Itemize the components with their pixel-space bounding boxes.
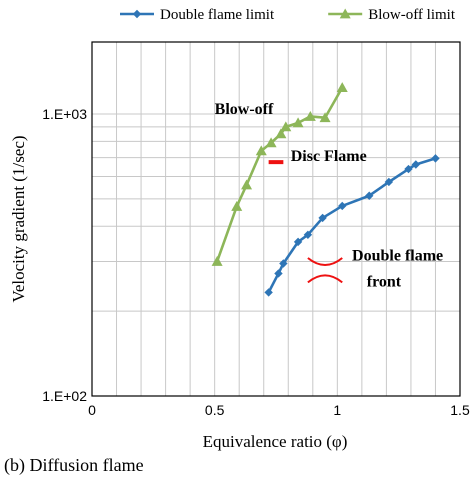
legend-label-double-flame-limit: Double flame limit (160, 7, 275, 23)
double-flame-limit-point (365, 191, 374, 200)
blow-off-limit-point (241, 179, 253, 190)
double-flame-limit-point (264, 288, 273, 297)
annotation-blow-off: Blow-off (215, 101, 274, 118)
blow-off-limit-point (211, 255, 223, 266)
double-flame-limit-point (384, 177, 394, 187)
axis-ticks: 0 0.5 1 1.5 1.E+02 1.E+03 (42, 106, 470, 418)
blow-off-limit-point (280, 121, 292, 132)
grid (92, 42, 460, 396)
x-tick-label: 0.5 (205, 402, 225, 418)
series-layer (211, 82, 440, 297)
annotation-marks (268, 160, 343, 284)
double-flame-lower-curve (307, 274, 343, 284)
blow-off-limit-point (265, 137, 277, 148)
double-flame-limit-point (338, 201, 347, 211)
legend: Double flame limit Blow-off limit (120, 7, 456, 23)
double-flame-limit-point (274, 269, 283, 278)
double-flame-limit-point (318, 213, 327, 223)
annotation-disc-flame: Disc Flame (291, 148, 367, 165)
annotation-double-flame: Double flame (352, 248, 443, 265)
blow-off-limit-point (255, 145, 267, 156)
plot-area-border (91, 41, 461, 397)
blow-off-limit-point (275, 128, 287, 139)
y-tick-label: 1.E+02 (42, 388, 87, 404)
double-flame-upper-curve (307, 257, 343, 267)
double-flame-limit-point (411, 160, 421, 169)
legend-marker-double-flame-limit (132, 9, 142, 19)
double-flame-limit-point (404, 164, 413, 174)
annotations: Blow-off Disc Flame Double flame front (215, 101, 443, 290)
blow-off-limit-point (336, 82, 348, 93)
blow-off-limit-point (304, 110, 316, 121)
legend-marker-blow-off-limit (339, 8, 351, 19)
figure-caption: (b) Diffusion flame (4, 455, 144, 476)
x-tick-label: 1.5 (450, 402, 470, 418)
blow-off-limit-point (319, 112, 331, 123)
double-flame-limit-point (279, 259, 288, 268)
blow-off-limit-point (231, 200, 243, 211)
annotation-front: front (367, 273, 402, 290)
x-axis-title: Equivalence ratio (φ) (203, 432, 348, 451)
double-flame-limit-point (431, 154, 440, 163)
legend-label-blow-off-limit: Blow-off limit (368, 7, 456, 23)
x-tick-label: 1 (333, 402, 341, 418)
double-flame-limit-point (293, 237, 303, 247)
blow-off-limit-point (292, 117, 304, 128)
y-tick-label: 1.E+03 (42, 106, 87, 122)
x-tick-label: 0 (88, 402, 96, 418)
y-axis-title: Velocity gradient (1/sec) (9, 135, 28, 302)
double-flame-limit-point (303, 230, 313, 239)
